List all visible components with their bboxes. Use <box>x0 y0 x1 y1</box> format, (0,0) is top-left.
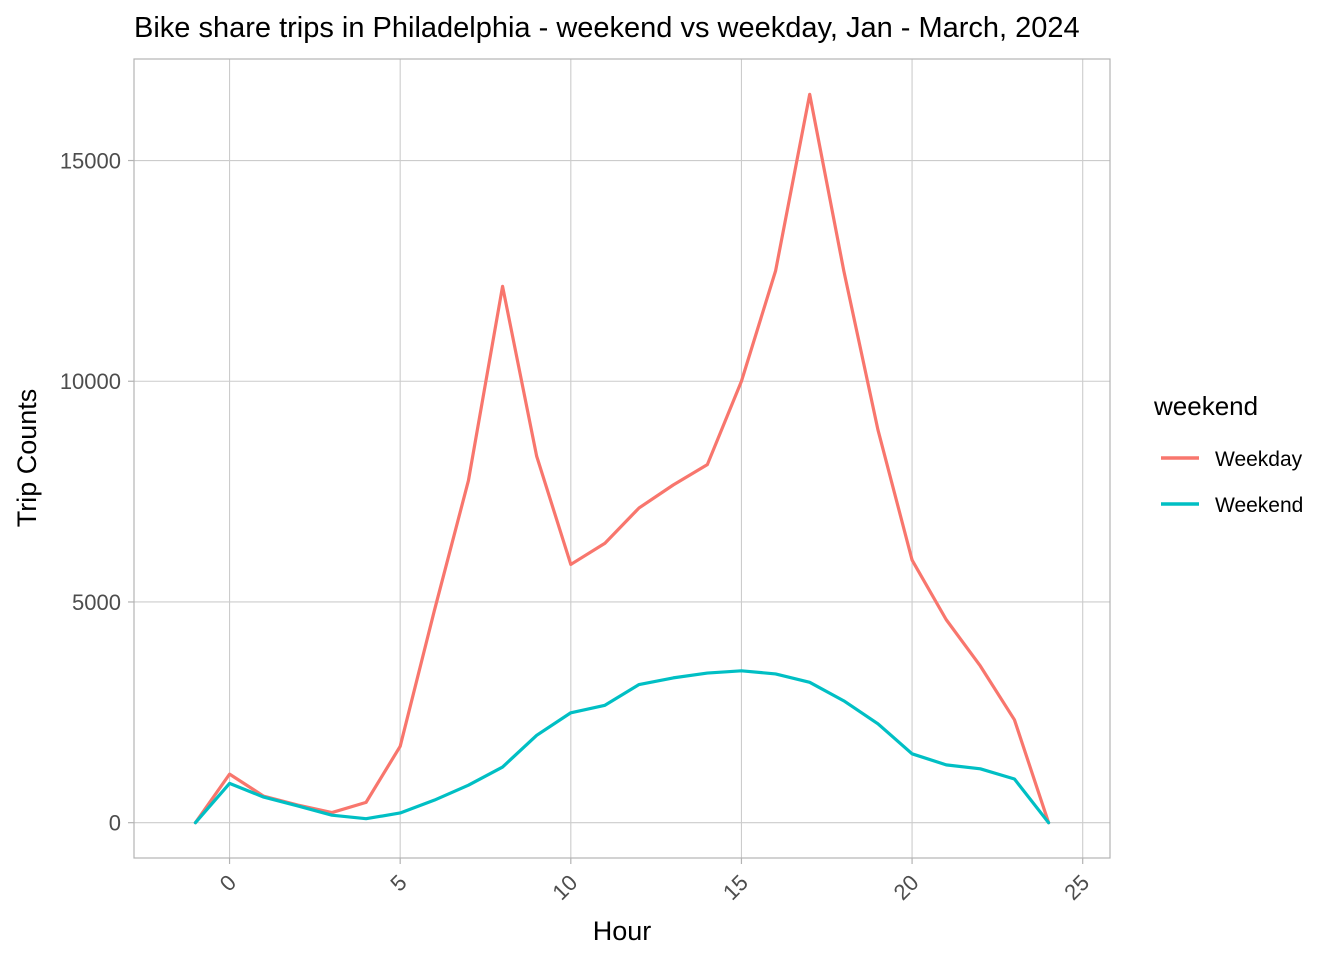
legend-items: Weekday Weekend <box>1161 448 1303 517</box>
series-lines <box>193 92 1051 825</box>
series-line-weekend <box>193 669 1051 825</box>
x-tick-label: 5 <box>385 870 411 896</box>
x-axis-title: Hour <box>593 916 652 946</box>
legend-label-weekday: Weekday <box>1215 448 1303 471</box>
series-line-weekday <box>193 92 1051 825</box>
x-tick-label: 10 <box>547 870 582 905</box>
y-axis-title: Trip Counts <box>12 389 42 528</box>
x-tick-label: 0 <box>215 870 241 896</box>
chart-title: Bike share trips in Philadelphia - weeke… <box>134 12 1080 44</box>
axis-ticks: 0 5 10 15 20 25 0 5000 10000 15000 <box>60 149 1094 905</box>
legend: weekend Weekday Weekend <box>1153 391 1303 517</box>
legend-title: weekend <box>1153 391 1258 421</box>
y-tick-label: 5000 <box>72 590 121 615</box>
plot-panel-border <box>133 58 1111 859</box>
legend-label-weekend: Weekend <box>1215 494 1303 517</box>
x-tick-label: 15 <box>718 870 753 905</box>
y-tick-label: 10000 <box>60 369 121 394</box>
y-tick-label: 15000 <box>60 149 121 174</box>
gridlines <box>134 59 1110 858</box>
x-tick-label: 20 <box>889 870 924 905</box>
x-tick-label: 25 <box>1059 870 1094 905</box>
y-tick-label: 0 <box>109 811 121 836</box>
